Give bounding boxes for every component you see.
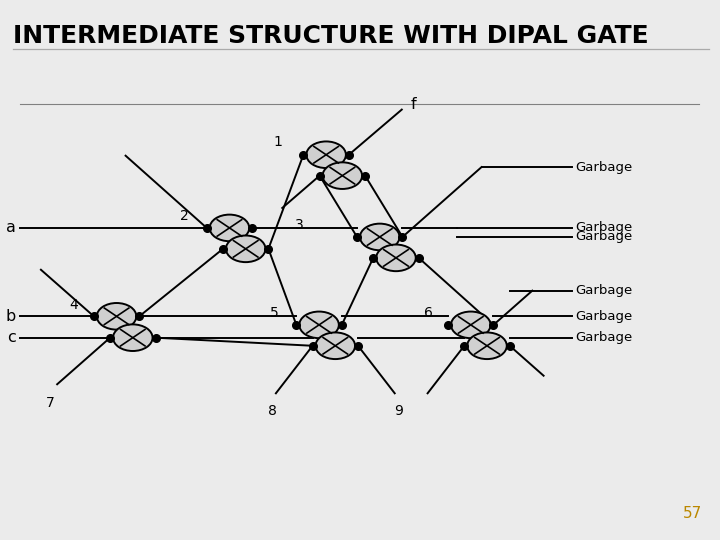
Circle shape: [96, 303, 136, 329]
Circle shape: [210, 214, 249, 241]
Text: Garbage: Garbage: [575, 221, 632, 234]
Circle shape: [377, 245, 415, 271]
Circle shape: [113, 325, 153, 351]
Text: 5: 5: [270, 306, 279, 320]
Text: 1: 1: [274, 135, 282, 149]
Circle shape: [307, 141, 346, 168]
Text: INTERMEDIATE STRUCTURE WITH DIPAL GATE: INTERMEDIATE STRUCTURE WITH DIPAL GATE: [13, 24, 649, 48]
Text: b: b: [6, 309, 16, 324]
Text: Garbage: Garbage: [575, 331, 632, 344]
Circle shape: [226, 235, 266, 262]
Circle shape: [315, 333, 355, 359]
Text: 6: 6: [423, 306, 433, 320]
Circle shape: [300, 312, 339, 338]
Text: 4: 4: [70, 298, 78, 312]
Circle shape: [323, 163, 362, 189]
Text: 2: 2: [180, 209, 189, 223]
Text: Garbage: Garbage: [575, 160, 632, 173]
Circle shape: [360, 224, 400, 250]
Circle shape: [451, 312, 490, 338]
Text: 7: 7: [46, 396, 55, 410]
Text: 57: 57: [683, 505, 702, 521]
Text: 3: 3: [295, 218, 304, 232]
Text: Garbage: Garbage: [575, 284, 632, 297]
Text: Garbage: Garbage: [575, 231, 632, 244]
Circle shape: [467, 333, 507, 359]
Text: c: c: [7, 330, 16, 345]
Text: a: a: [6, 220, 16, 235]
Text: Garbage: Garbage: [575, 310, 632, 323]
Text: 9: 9: [394, 404, 402, 418]
Text: 8: 8: [268, 404, 276, 418]
Text: f: f: [410, 97, 416, 112]
